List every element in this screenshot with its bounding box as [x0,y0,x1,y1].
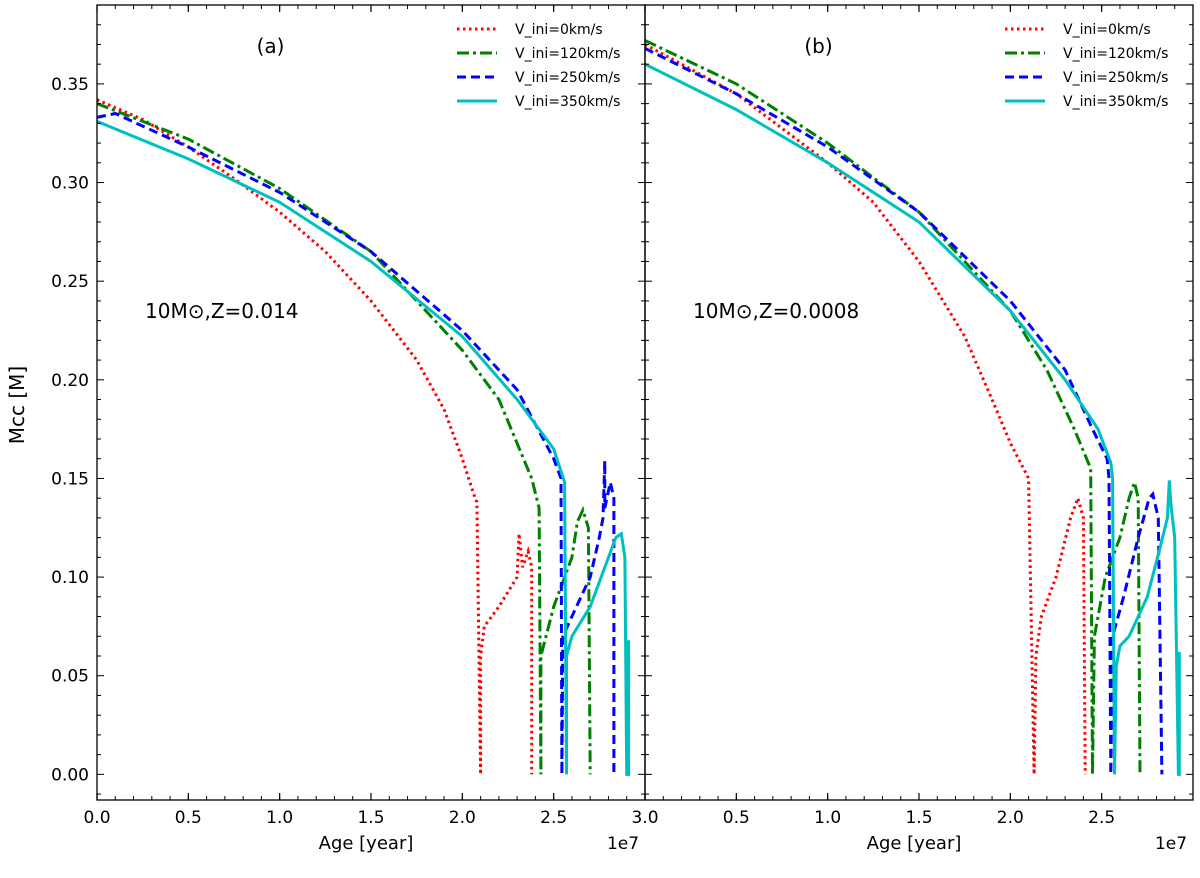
y-tick-label: 0.25 [51,272,89,292]
x-offset-label: 1e7 [1155,834,1187,854]
legend-label-2: V_ini=250km/s [515,70,620,86]
x-tick-label: 1.0 [266,808,293,828]
x-tick-label: 1.5 [905,808,932,828]
x-tick-label: 0.5 [175,808,202,828]
panel-label: (b) [804,34,832,58]
legend-label-0: V_ini=0km/s [515,22,603,38]
y-tick-label: 0.20 [51,371,89,391]
series-line-3 [644,62,1181,776]
x-tick-label: 2.5 [1088,808,1115,828]
y-axis-label: Mcc [M] [5,366,29,444]
panel-label: (a) [257,34,285,58]
x-axis-label: Age [year] [867,833,962,854]
legend-label-0: V_ini=0km/s [1063,22,1151,38]
panel-annotation: 10M⊙,Z=0.0008 [693,299,859,323]
panel-annotation: 10M⊙,Z=0.014 [145,299,299,323]
y-tick-label: 0.05 [51,667,89,687]
x-axis-label: Age [year] [319,833,414,854]
x-tick-label: 0.0 [83,808,110,828]
series-line-2 [96,111,616,775]
x-tick-label: 2.0 [997,808,1024,828]
x-tick-label: 3.0 [631,808,658,828]
x-tick-label: 1.0 [814,808,841,828]
legend-label-1: V_ini=120km/s [515,46,620,62]
panel-a: 0.0 0.5 1.0 1.5 2.0 2.5 3.0 0.00 0.05 0.10 0.15 0.2… [51,4,659,854]
series-line-1 [96,102,592,775]
legend-label-1: V_ini=120km/s [1063,46,1168,62]
y-tick-label: 0.15 [51,469,89,489]
x-tick-label: 0.5 [723,808,750,828]
y-tick-label: 0.30 [51,174,89,194]
x-tick-label: 1.5 [357,808,384,828]
x-offset-label: 1e7 [607,834,639,854]
y-tick-label: 0.10 [51,568,89,588]
y-tick-label: 0.00 [51,765,89,785]
series-line-0 [96,98,534,775]
legend-label-3: V_ini=350km/s [1063,94,1168,110]
y-tick-label: 0.35 [51,75,89,95]
series-line-0 [644,43,1087,775]
panel-b: 0.5 1.0 1.5 2.0 2.5 Age [year] 1e7 (b) 10M⊙,Z=0.… [644,4,1194,854]
series-line-2 [644,47,1164,775]
legend-label-2: V_ini=250km/s [1063,70,1168,86]
series-line-1 [644,39,1142,775]
x-tick-label: 2.0 [449,808,476,828]
x-tick-label: 2.5 [540,808,567,828]
legend-label-3: V_ini=350km/s [515,94,620,110]
series-line-3 [96,120,631,776]
